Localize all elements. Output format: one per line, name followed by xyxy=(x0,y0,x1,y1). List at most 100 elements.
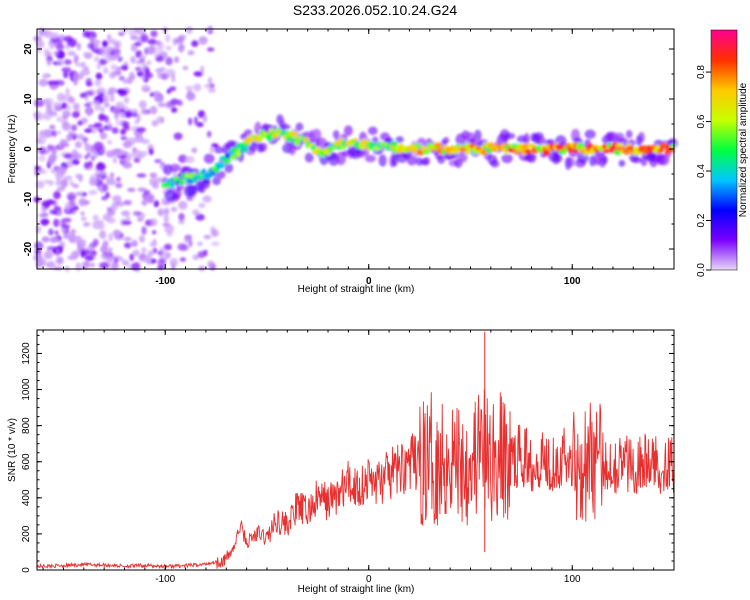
noise-blob xyxy=(153,47,163,55)
noise-blob xyxy=(104,54,114,63)
noise-blob xyxy=(203,249,208,257)
y-tick-label: 1000 xyxy=(21,378,32,401)
noise-blob xyxy=(184,156,195,164)
noise-blob xyxy=(88,189,98,196)
noise-blob xyxy=(107,87,117,94)
noise-blob xyxy=(36,139,42,144)
noise-blob xyxy=(102,213,111,221)
noise-blob xyxy=(95,72,103,81)
noise-blob xyxy=(96,63,102,70)
noise-blob xyxy=(200,65,205,75)
colorbar-tick-label: 0.0 xyxy=(696,263,707,277)
x-tick-label: 100 xyxy=(564,574,581,585)
noise-blob xyxy=(41,236,50,243)
noise-blob xyxy=(112,106,122,115)
noise-blob xyxy=(132,211,142,216)
noise-blob xyxy=(140,138,150,144)
y-tick-label: 200 xyxy=(21,525,32,542)
noise-blob xyxy=(95,162,106,171)
noise-blob xyxy=(70,251,77,256)
noise-blob xyxy=(193,116,199,125)
noise-blob xyxy=(84,143,92,152)
noise-blob xyxy=(72,102,81,110)
colorbar-tick-label: 0.8 xyxy=(696,65,707,79)
noise-blob xyxy=(74,54,79,61)
noise-blob xyxy=(136,173,147,178)
noise-blob xyxy=(72,134,77,141)
noise-blob xyxy=(76,42,81,51)
noise-blob xyxy=(149,92,154,97)
noise-blob xyxy=(36,40,45,49)
noise-blob xyxy=(109,94,115,103)
noise-blob xyxy=(150,30,158,38)
noise-blob xyxy=(119,108,126,114)
noise-blob xyxy=(130,56,136,64)
noise-blob xyxy=(192,254,200,261)
noise-blob xyxy=(61,224,71,229)
noise-blob xyxy=(111,48,121,54)
noise-blob xyxy=(34,249,42,255)
noise-blob xyxy=(63,35,74,43)
noise-blob xyxy=(157,258,166,267)
noise-blob xyxy=(46,260,56,269)
noise-blob xyxy=(119,111,126,118)
noise-blob xyxy=(164,207,170,216)
noise-blob xyxy=(114,53,121,59)
noise-blob xyxy=(89,36,95,44)
noise-blob xyxy=(93,141,104,151)
noise-blob xyxy=(123,199,132,206)
noise-blob xyxy=(138,100,147,109)
noise-blob xyxy=(186,88,193,97)
noise-blob xyxy=(80,249,86,258)
ridge-halo xyxy=(279,123,291,131)
ridge-blob xyxy=(219,162,225,169)
noise-blob xyxy=(198,36,208,45)
noise-blob xyxy=(46,144,54,151)
ridge-halo xyxy=(258,142,268,152)
ridge-halo xyxy=(224,163,234,173)
noise-blob xyxy=(38,213,46,218)
noise-blob xyxy=(84,128,93,133)
ridge-halo xyxy=(526,151,537,163)
noise-blob xyxy=(198,265,206,272)
noise-blob xyxy=(210,83,215,89)
snr-y-label: SNR (10 * v/v) xyxy=(7,418,18,482)
ridge-halo xyxy=(203,176,211,189)
noise-blob xyxy=(86,107,92,117)
noise-blob xyxy=(211,241,220,247)
ridge-halo xyxy=(213,146,225,154)
noise-blob xyxy=(103,241,109,246)
noise-blob xyxy=(149,241,155,248)
noise-blob xyxy=(122,121,130,129)
y-tick-label: 600 xyxy=(21,453,32,470)
noise-blob xyxy=(107,139,112,145)
noise-blob xyxy=(122,79,129,84)
noise-blob xyxy=(110,64,118,71)
noise-blob xyxy=(72,159,80,165)
ridge-blob xyxy=(480,149,487,156)
noise-blob xyxy=(101,196,108,201)
noise-blob xyxy=(105,191,110,198)
noise-blob xyxy=(112,148,122,154)
ridge-blob xyxy=(615,143,624,149)
noise-blob xyxy=(144,66,150,75)
ridge-halo xyxy=(173,188,182,200)
noise-blob xyxy=(34,165,42,171)
ridge-halo xyxy=(203,153,215,164)
noise-blob xyxy=(82,222,91,227)
noise-blob xyxy=(99,58,107,66)
noise-blob xyxy=(206,130,212,138)
ridge-halo xyxy=(566,157,575,168)
noise-blob xyxy=(124,152,135,158)
ridge-halo xyxy=(523,132,530,147)
noise-blob xyxy=(115,182,123,189)
noise-blob xyxy=(47,180,55,186)
noise-blob xyxy=(53,51,59,56)
ridge-blob xyxy=(289,131,298,138)
noise-blob xyxy=(89,262,96,268)
noise-blob xyxy=(169,86,177,92)
noise-blob xyxy=(58,240,65,246)
noise-blob xyxy=(197,241,203,246)
noise-blob xyxy=(121,259,130,266)
noise-blob xyxy=(77,120,83,126)
